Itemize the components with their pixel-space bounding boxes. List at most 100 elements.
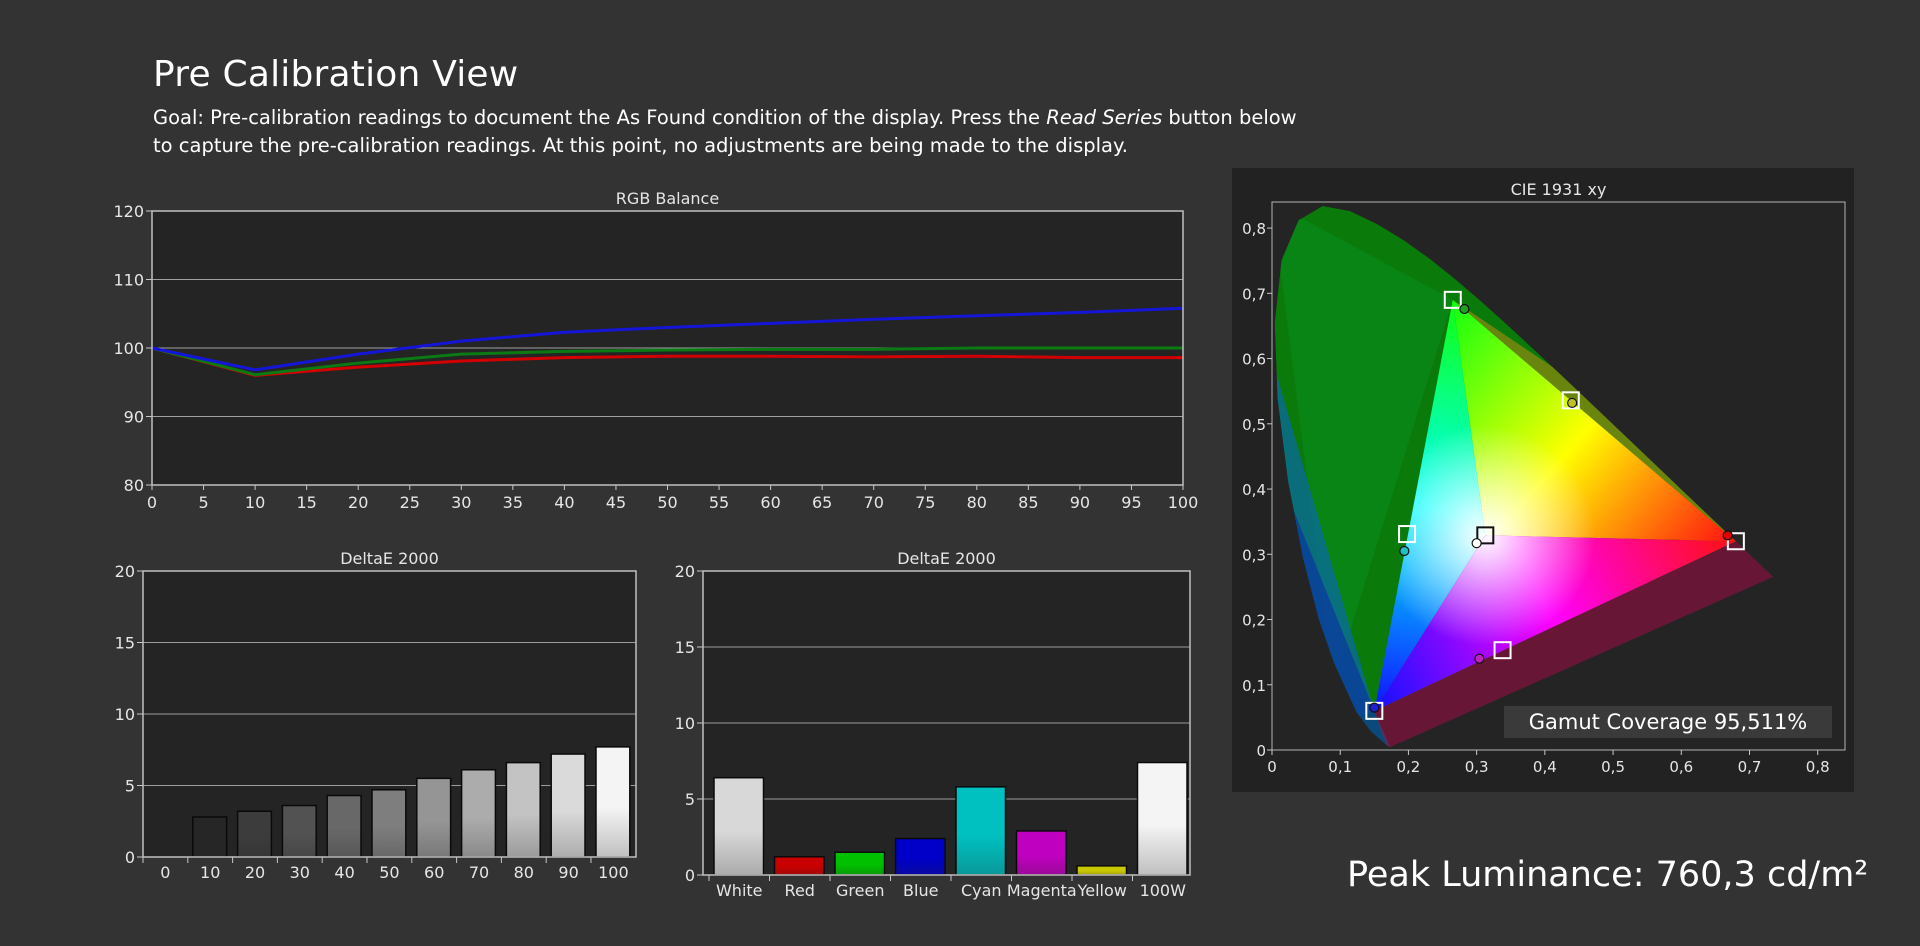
x-tick-label: 90 — [558, 863, 578, 882]
y-tick-label: 0 — [125, 848, 135, 867]
read-series-emphasis: Read Series — [1046, 106, 1163, 129]
bar-blue — [894, 837, 946, 876]
bar-30 — [281, 804, 317, 858]
bar-100 — [595, 746, 631, 858]
y-tick-label: 0,2 — [1242, 612, 1266, 630]
target-red — [1726, 532, 1745, 551]
target-cyan — [1398, 525, 1417, 544]
x-tick-label: Blue — [903, 881, 938, 900]
x-tick-label: 0 — [160, 863, 170, 882]
x-tick-label: 20 — [245, 863, 265, 882]
bar-green — [834, 851, 886, 876]
x-tick-label: 20 — [348, 493, 368, 512]
goal-text-start: Goal: Pre-calibration readings to docume… — [153, 106, 1047, 129]
measured-red — [1722, 530, 1733, 541]
y-tick-label: 0,5 — [1242, 416, 1266, 434]
x-tick-label: Cyan — [961, 881, 1002, 900]
x-tick-label: 0,5 — [1601, 758, 1625, 776]
x-tick-label: 0,2 — [1396, 758, 1420, 776]
x-tick-label: 70 — [469, 863, 489, 882]
y-tick-label: 15 — [115, 634, 135, 653]
bar-100w — [1136, 761, 1188, 876]
measured-cyan — [1399, 545, 1410, 557]
bar-20 — [236, 810, 273, 858]
target-magenta — [1493, 641, 1512, 660]
goal-description: Goal: Pre-calibration readings to docume… — [153, 104, 1303, 160]
x-tick-label: 60 — [760, 493, 780, 512]
x-tick-label: 0,3 — [1465, 758, 1489, 776]
x-tick-label: White — [716, 881, 763, 900]
y-tick-label: 0 — [1256, 742, 1266, 760]
y-tick-label: 5 — [685, 790, 695, 809]
gamut-coverage-label: Gamut Coverage 95,511% — [1504, 706, 1832, 738]
y-tick-label: 0,1 — [1242, 677, 1266, 695]
y-tick-label: 0,7 — [1242, 285, 1266, 303]
bar-90 — [550, 753, 586, 858]
x-tick-label: 80 — [514, 863, 534, 882]
x-tick-label: 100W — [1140, 881, 1187, 900]
y-tick-label: 0,6 — [1242, 351, 1266, 369]
y-tick-label: 100 — [113, 339, 144, 358]
x-tick-label: Magenta — [1007, 881, 1077, 900]
x-tick-label: 80 — [967, 493, 987, 512]
x-tick-label: 25 — [400, 493, 420, 512]
x-tick-label: 0,4 — [1533, 758, 1557, 776]
x-tick-label: 0,6 — [1669, 758, 1693, 776]
y-tick-label: 90 — [124, 408, 144, 427]
x-tick-label: 70 — [864, 493, 884, 512]
series-line-0 — [151, 346, 1183, 377]
rgb-balance-chart: RGB Balance 80 90 100 110 120 0 5 10 15 20 25 30 35 40… — [113, 189, 1199, 512]
chart-title: CIE 1931 xy — [1511, 180, 1607, 199]
y-tick-label: 10 — [115, 705, 135, 724]
measured-white — [1471, 538, 1482, 549]
chart-title: RGB Balance — [616, 189, 719, 208]
cie-1931-chart: CIE 1931 xy 0 0,1 0,2 0,3 0,4 0,5 0,6 0,7 0,8 0 0,1… — [1242, 180, 1846, 776]
series-line-1 — [151, 346, 1183, 377]
plot-frame — [142, 570, 637, 858]
x-tick-label: 85 — [1018, 493, 1038, 512]
y-tick-label: 20 — [115, 562, 135, 581]
bar-70 — [460, 769, 497, 858]
x-tick-label: 35 — [503, 493, 523, 512]
y-tick-label: 0 — [685, 866, 695, 885]
measured-blue — [1369, 702, 1380, 713]
x-tick-label: 0,1 — [1328, 758, 1352, 776]
y-tick-label: 0,4 — [1242, 481, 1266, 499]
chart-title: DeltaE 2000 — [897, 549, 996, 568]
bar-40 — [326, 794, 362, 858]
bar-50 — [371, 789, 407, 858]
locus-shade-red — [1374, 541, 1774, 747]
x-tick-label: 60 — [424, 863, 444, 882]
x-tick-label: 40 — [554, 493, 574, 512]
x-tick-label: 55 — [709, 493, 729, 512]
x-tick-label: 100 — [598, 863, 629, 882]
x-tick-label: 100 — [1168, 493, 1199, 512]
y-tick-label: 20 — [675, 562, 695, 581]
locus-shade-0 — [1274, 206, 1453, 685]
bar-yellow — [1076, 865, 1128, 876]
target-white — [1476, 526, 1495, 545]
plot-frame — [151, 210, 1184, 486]
x-tick-label: 50 — [379, 863, 399, 882]
bar-white — [713, 776, 765, 876]
x-tick-label: 0 — [1267, 758, 1277, 776]
bar-10 — [192, 816, 228, 858]
x-tick-label: 30 — [290, 863, 310, 882]
gamut-sector-white-1 — [1374, 299, 1486, 711]
plot-frame — [702, 570, 1191, 876]
target-yellow — [1561, 391, 1580, 410]
bar-80 — [505, 761, 541, 858]
measured-magenta — [1474, 653, 1485, 664]
chart-title: DeltaE 2000 — [340, 549, 439, 568]
x-tick-label: 0 — [147, 493, 157, 512]
y-tick-label: 110 — [113, 271, 144, 290]
x-tick-label: 15 — [296, 493, 316, 512]
x-tick-label: 65 — [812, 493, 832, 512]
y-tick-label: 0,8 — [1242, 220, 1266, 238]
x-tick-label: 50 — [657, 493, 677, 512]
y-tick-label: 15 — [675, 638, 695, 657]
y-tick-label: 0,3 — [1242, 546, 1266, 564]
bar-cyan — [955, 786, 1007, 876]
x-tick-label: 5 — [198, 493, 208, 512]
y-tick-label: 80 — [124, 476, 144, 495]
